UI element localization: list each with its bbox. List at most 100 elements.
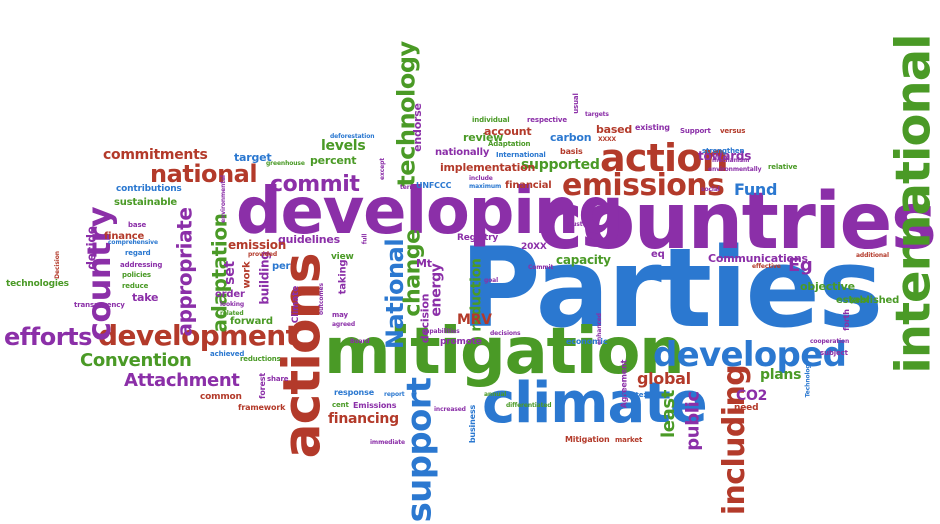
- word: commitments: [103, 147, 208, 163]
- word: established: [836, 295, 900, 306]
- word: may: [332, 311, 348, 319]
- word: cent: [332, 401, 349, 409]
- word: plans: [760, 367, 802, 383]
- word: finance: [104, 231, 145, 242]
- word: Registry: [457, 233, 499, 243]
- word: set: [221, 261, 238, 285]
- word: addressing: [120, 261, 163, 269]
- word: objective: [800, 280, 855, 293]
- word: implementation: [440, 161, 536, 174]
- word: usual: [571, 93, 580, 114]
- word: developing: [236, 175, 624, 249]
- word: regard: [125, 249, 151, 257]
- word: include: [469, 175, 493, 182]
- word: based: [596, 123, 633, 136]
- word: greenhouse: [266, 160, 305, 167]
- word: must: [566, 221, 583, 228]
- word: share: [267, 375, 289, 383]
- word: Parties: [460, 224, 883, 352]
- word: mitigation: [324, 315, 685, 389]
- word: energy: [428, 263, 445, 317]
- word: financial: [505, 180, 552, 191]
- word: Agreement: [619, 359, 629, 409]
- word: context: [622, 391, 651, 399]
- word: business: [468, 404, 478, 444]
- word: differentiated: [506, 402, 552, 409]
- word: deforestation: [330, 133, 375, 140]
- word: Board: [350, 338, 370, 345]
- word: developed: [653, 335, 847, 375]
- word: strengthen: [702, 147, 745, 155]
- word: respective: [527, 116, 567, 124]
- word: enhanced: [595, 313, 603, 345]
- word: Fund: [734, 180, 778, 199]
- word: response: [334, 388, 374, 397]
- word: except: [379, 157, 387, 181]
- word: Support: [680, 127, 711, 135]
- word: financing: [328, 411, 399, 427]
- word: social: [701, 186, 720, 193]
- word: cooperation: [810, 338, 850, 345]
- word: report: [384, 391, 405, 398]
- word: building: [257, 251, 272, 305]
- word: versus: [720, 127, 746, 135]
- word: Attachment: [124, 370, 240, 391]
- word: Commit: [528, 264, 554, 271]
- word: Mt: [416, 257, 432, 270]
- word: development: [98, 319, 299, 352]
- word: carbon: [550, 131, 592, 144]
- word: subject: [820, 349, 848, 357]
- word: framework: [238, 403, 286, 412]
- word: common: [200, 392, 242, 402]
- word: base: [128, 221, 147, 229]
- word: public: [682, 391, 704, 451]
- word: looking: [220, 301, 245, 308]
- word: endorse: [410, 103, 424, 152]
- word: annual: [484, 391, 507, 398]
- word: transparency: [74, 301, 125, 309]
- word: need: [734, 403, 759, 413]
- word: targets: [585, 111, 609, 118]
- word: International: [496, 151, 546, 159]
- word: view: [331, 252, 354, 262]
- word: Mitigation: [565, 435, 610, 444]
- word: CO2: [736, 388, 768, 404]
- word: full: [361, 233, 369, 245]
- word: action: [600, 136, 729, 180]
- word: taking: [337, 259, 349, 295]
- word: sustainable: [114, 197, 178, 208]
- word: technologies: [6, 279, 69, 289]
- word: commit: [270, 172, 360, 197]
- word: provided: [248, 251, 278, 258]
- word: relative: [768, 163, 798, 171]
- word: Convention: [80, 350, 192, 371]
- word: 20XX: [521, 242, 547, 252]
- word: increased: [434, 406, 466, 413]
- word: appropriate: [172, 207, 197, 337]
- word: order: [215, 289, 245, 300]
- word: capacity: [556, 253, 611, 267]
- word: mechanism: [712, 157, 750, 164]
- word: levels: [321, 138, 366, 154]
- word: decide: [84, 226, 99, 270]
- word: percent: [310, 154, 357, 167]
- word: review: [463, 131, 504, 144]
- word: policies: [122, 271, 151, 279]
- word: capabilities: [422, 328, 460, 335]
- word: immediate: [370, 439, 405, 446]
- word: Emissions: [353, 401, 397, 410]
- word: achieved: [210, 350, 245, 358]
- word: Adaptation: [488, 140, 531, 148]
- word: efforts: [4, 323, 92, 351]
- word: Eg: [788, 255, 813, 276]
- word: basis: [560, 147, 583, 156]
- word: additional: [856, 252, 889, 259]
- word: individual: [472, 116, 510, 124]
- word: nationally: [435, 147, 490, 158]
- word: environmentally: [708, 166, 762, 173]
- word: contributions: [116, 184, 182, 194]
- word: market: [615, 436, 643, 444]
- word: emission: [228, 238, 287, 252]
- word: per: [272, 261, 291, 272]
